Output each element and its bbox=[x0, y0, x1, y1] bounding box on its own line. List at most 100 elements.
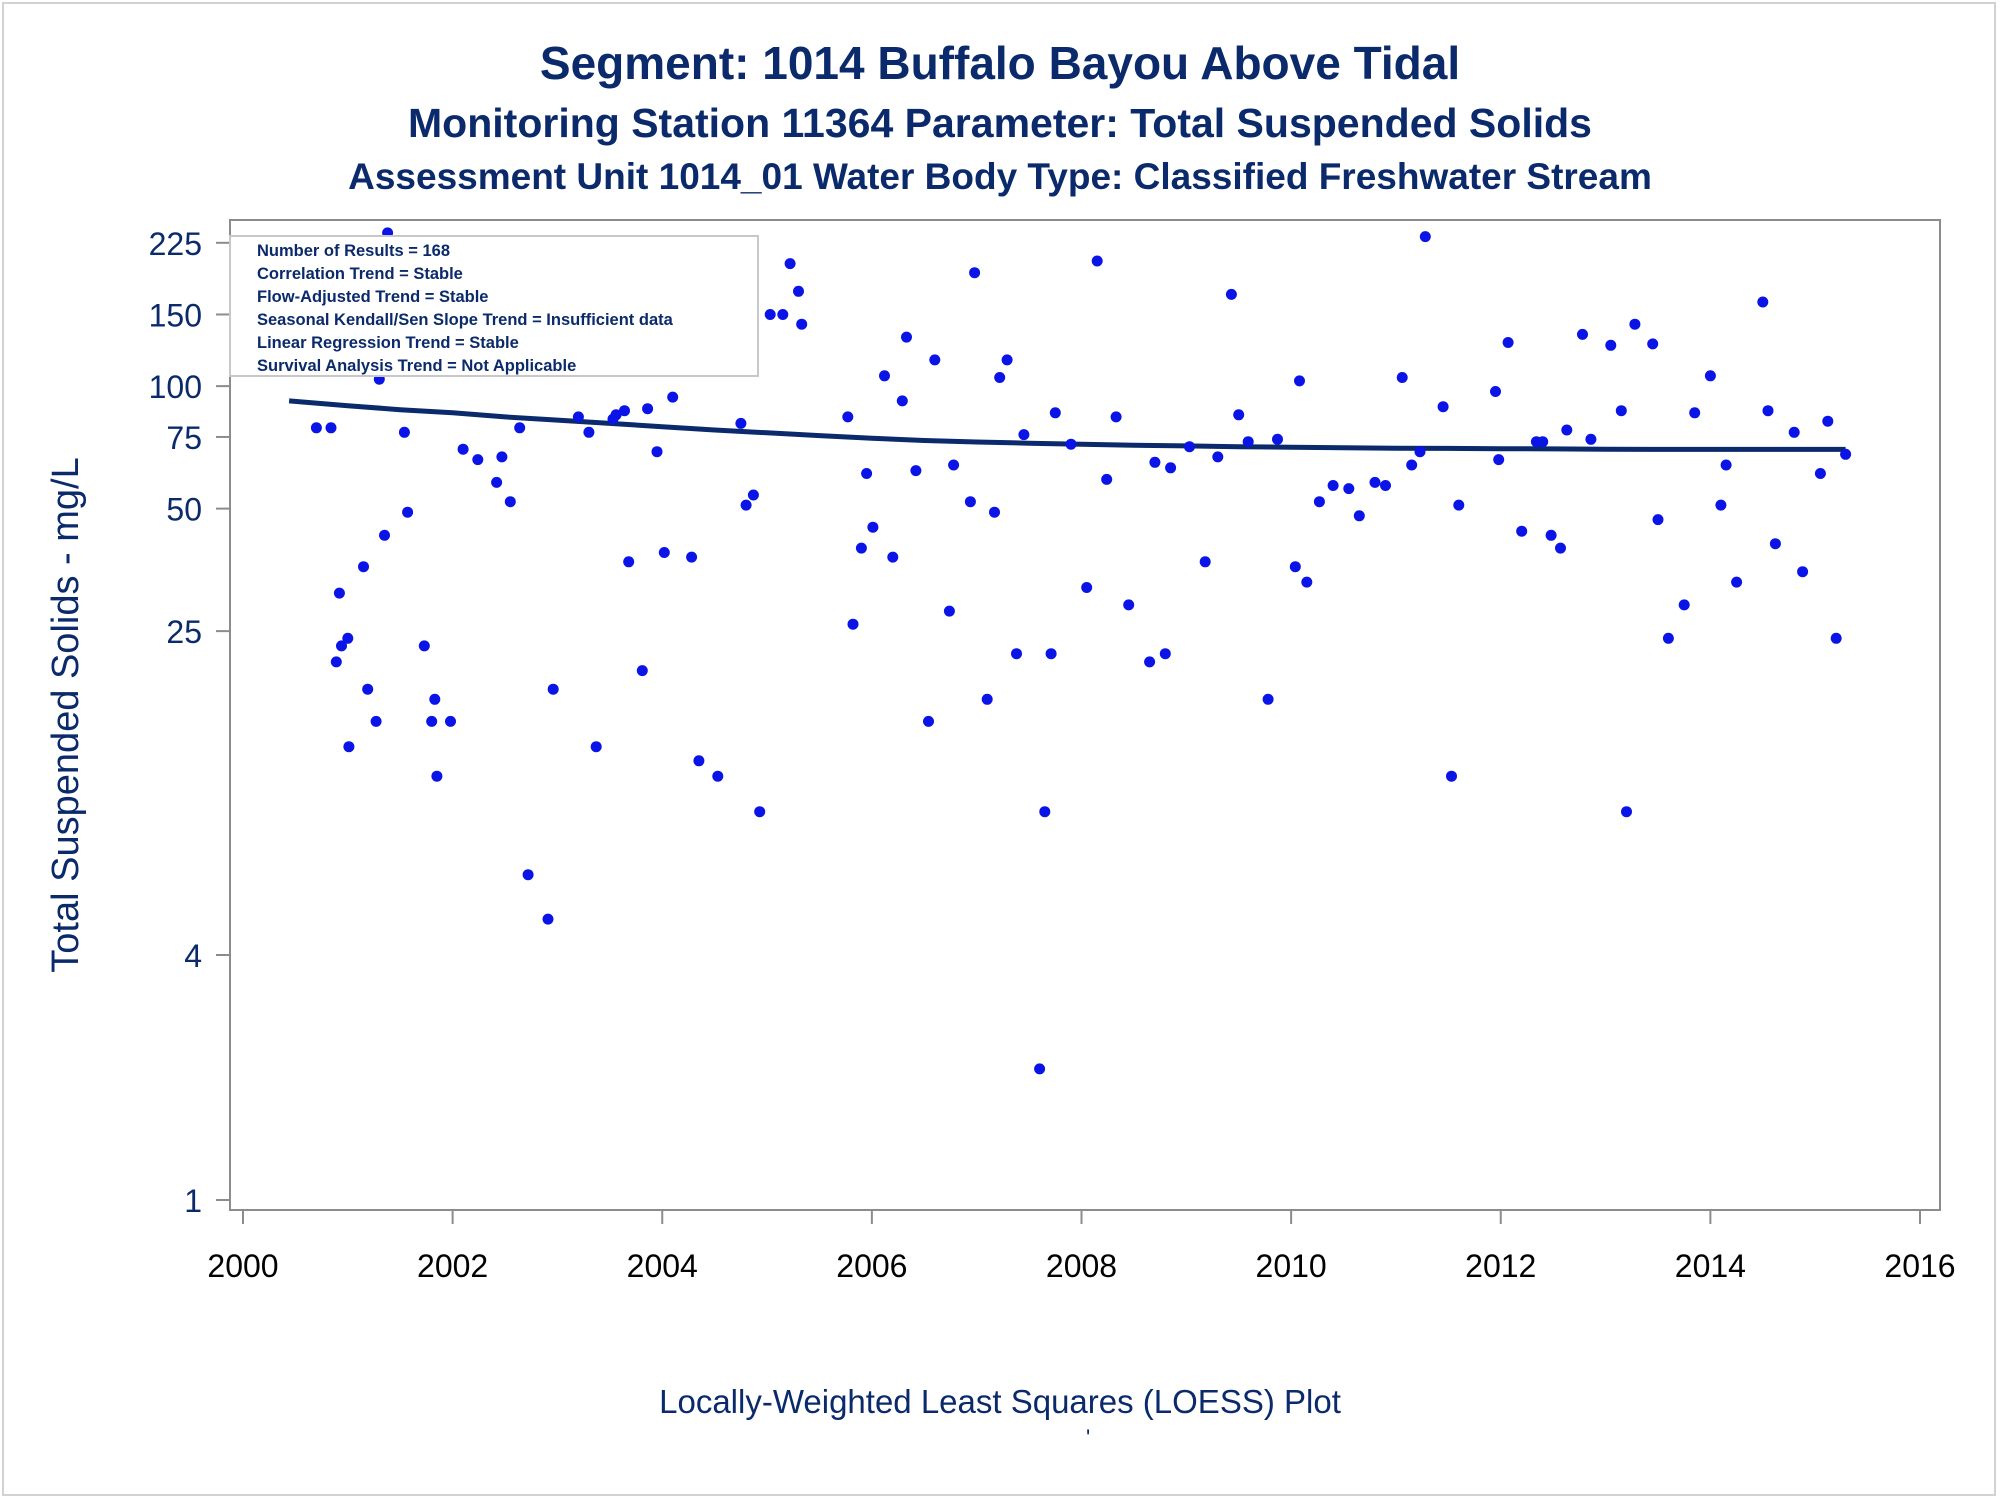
data-point bbox=[1814, 468, 1826, 479]
data-point bbox=[514, 422, 526, 434]
data-point bbox=[1516, 525, 1528, 537]
y-tick-label: 4 bbox=[184, 938, 202, 974]
data-point bbox=[901, 331, 912, 343]
data-point bbox=[370, 715, 382, 727]
data-point bbox=[887, 551, 899, 563]
data-point bbox=[547, 683, 559, 695]
data-point bbox=[1233, 409, 1245, 421]
data-point bbox=[610, 409, 622, 421]
data-point bbox=[542, 913, 554, 925]
data-point bbox=[651, 446, 663, 458]
x-tick-label: 2012 bbox=[1465, 1248, 1536, 1284]
data-point bbox=[1830, 632, 1842, 644]
data-point bbox=[754, 806, 766, 818]
data-point bbox=[1396, 372, 1408, 383]
data-point bbox=[358, 561, 369, 573]
data-point bbox=[981, 693, 993, 705]
data-point bbox=[989, 506, 1000, 518]
data-point bbox=[398, 426, 410, 438]
data-point bbox=[1757, 296, 1769, 308]
data-point bbox=[842, 411, 854, 423]
data-point bbox=[1065, 438, 1077, 450]
data-point bbox=[1034, 1063, 1046, 1075]
data-point bbox=[1184, 441, 1195, 453]
data-point bbox=[1797, 566, 1809, 578]
data-point bbox=[923, 715, 934, 727]
data-point bbox=[619, 405, 630, 417]
data-point bbox=[861, 468, 873, 479]
data-point bbox=[1493, 454, 1505, 466]
data-point bbox=[1242, 436, 1254, 448]
data-point bbox=[418, 640, 430, 652]
data-point bbox=[636, 665, 648, 677]
data-point bbox=[1199, 556, 1211, 568]
data-point bbox=[445, 715, 456, 727]
data-point bbox=[855, 542, 867, 554]
data-point bbox=[1453, 499, 1465, 511]
data-point bbox=[522, 869, 534, 881]
y-tick-label: 50 bbox=[166, 492, 202, 528]
y-tick-label: 75 bbox=[166, 420, 202, 456]
stats-line: Flow-Adjusted Trend = Stable bbox=[257, 288, 488, 306]
data-point bbox=[623, 556, 635, 568]
data-point bbox=[1537, 436, 1549, 448]
data-point bbox=[583, 426, 595, 438]
data-point bbox=[1149, 456, 1161, 468]
data-point bbox=[310, 422, 322, 434]
data-point bbox=[1039, 806, 1051, 818]
x-tick-label: 2010 bbox=[1256, 1248, 1327, 1284]
data-point bbox=[929, 354, 941, 366]
data-point bbox=[402, 506, 414, 518]
data-point bbox=[1272, 433, 1283, 445]
data-point bbox=[658, 547, 670, 558]
data-point bbox=[1123, 599, 1135, 611]
stats-line: Correlation Trend = Stable bbox=[257, 265, 463, 283]
data-point bbox=[1018, 429, 1030, 441]
data-point bbox=[1159, 648, 1171, 660]
data-point bbox=[1262, 693, 1274, 705]
data-point bbox=[1822, 415, 1834, 427]
data-point bbox=[747, 489, 759, 501]
data-point bbox=[1419, 231, 1431, 243]
data-point bbox=[1490, 386, 1501, 397]
data-point bbox=[491, 476, 503, 488]
data-point bbox=[777, 309, 789, 320]
data-point bbox=[712, 770, 724, 782]
data-point bbox=[325, 422, 337, 434]
data-point bbox=[1502, 337, 1514, 348]
data-point bbox=[879, 370, 890, 382]
data-point bbox=[948, 459, 960, 471]
x-tick-label: 2016 bbox=[1884, 1248, 1955, 1284]
data-point bbox=[336, 640, 347, 652]
y-axis-label: Total Suspended Solids - mg/L bbox=[45, 457, 87, 972]
data-point bbox=[693, 755, 705, 767]
data-point bbox=[429, 693, 441, 705]
x-tick-label: 2002 bbox=[417, 1248, 488, 1284]
data-point bbox=[796, 318, 808, 330]
data-point bbox=[896, 395, 908, 407]
data-point bbox=[1110, 411, 1122, 423]
data-point bbox=[1605, 339, 1617, 351]
x-tick-label: 2006 bbox=[836, 1248, 907, 1284]
data-point bbox=[1165, 462, 1177, 474]
data-point bbox=[1647, 338, 1659, 350]
data-point bbox=[1555, 542, 1566, 554]
x-tick-label: 2008 bbox=[1046, 1248, 1117, 1284]
footnote: Locally-Weighted Least Squares (LOESS) P… bbox=[659, 1383, 1341, 1420]
plot-area bbox=[229, 219, 1941, 1211]
data-point bbox=[735, 417, 747, 429]
data-point bbox=[943, 605, 955, 617]
data-point bbox=[1629, 318, 1641, 330]
data-point bbox=[1545, 529, 1557, 541]
data-point bbox=[1561, 424, 1573, 436]
data-point bbox=[1289, 561, 1301, 573]
data-point bbox=[496, 451, 508, 463]
data-point bbox=[1762, 405, 1774, 417]
data-point bbox=[457, 443, 469, 455]
data-point bbox=[1301, 576, 1313, 588]
data-point bbox=[431, 770, 443, 782]
data-point bbox=[1720, 459, 1732, 471]
data-point bbox=[1001, 354, 1013, 366]
data-point bbox=[1406, 459, 1418, 471]
data-point bbox=[1081, 582, 1093, 593]
